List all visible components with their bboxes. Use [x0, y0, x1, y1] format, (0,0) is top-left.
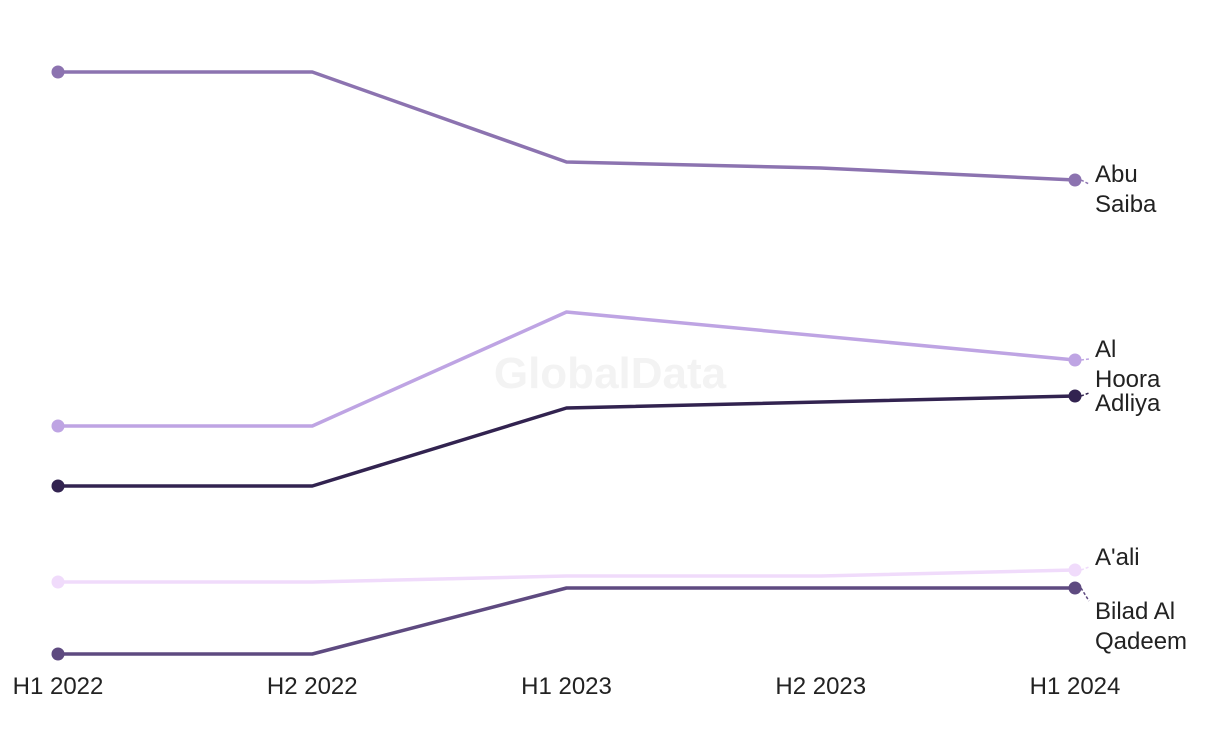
series-point-adliya-end	[1068, 389, 1082, 403]
series-label-abu-saiba: Abu	[1095, 161, 1138, 188]
series-label-al-hoora: Al	[1095, 336, 1116, 363]
series-label-abu-saiba: Saiba	[1095, 191, 1157, 218]
series-line-al-hoora	[58, 310, 1076, 428]
series-point-abu-saiba-start	[51, 65, 65, 79]
series-points	[51, 65, 1082, 661]
series-point-al-hoora-end	[1068, 353, 1082, 367]
label-leader-abu-saiba	[1080, 179, 1090, 185]
x-tick-label: H2 2022	[267, 673, 358, 700]
series-label-bilad-al-qadeem: Bilad Al	[1095, 598, 1175, 625]
x-tick-label: H1 2024	[1030, 673, 1121, 700]
series-point-al-hoora-start	[51, 419, 65, 433]
series-line-bilad-al-qadeem	[58, 586, 1075, 656]
series-point-bilad-al-qadeem-end	[1068, 581, 1082, 595]
series-line-adliya	[58, 394, 1076, 488]
label-leader-bilad-al-qadeem	[1080, 587, 1090, 602]
x-tick-label: H1 2023	[521, 673, 612, 700]
series-point-a-ali-end	[1068, 563, 1082, 577]
series-label-adliya: Adliya	[1095, 390, 1161, 417]
series-point-bilad-al-qadeem-start	[51, 647, 65, 661]
x-tick-label: H2 2023	[775, 673, 866, 700]
series-line-abu-saiba	[58, 70, 1076, 182]
series-lines	[58, 70, 1076, 656]
x-axis: H1 2022 H2 2022 H1 2023 H2 2023 H1 2024	[13, 673, 1121, 700]
watermark: GlobalData	[494, 349, 727, 398]
label-leader-adliya	[1080, 392, 1090, 397]
series-point-a-ali-start	[51, 575, 65, 589]
series-point-adliya-start	[51, 479, 65, 493]
x-tick-label: H1 2022	[13, 673, 104, 700]
label-leader-al-hoora	[1080, 358, 1090, 361]
series-label-bilad-al-qadeem: Qadeem	[1095, 628, 1187, 655]
label-leader-a-ali	[1080, 566, 1090, 571]
series-point-abu-saiba-end	[1068, 173, 1082, 187]
series-label-a-ali: A'ali	[1095, 544, 1140, 571]
series-label-al-hoora: Hoora	[1095, 366, 1161, 393]
series-line-a-ali	[58, 568, 1076, 584]
